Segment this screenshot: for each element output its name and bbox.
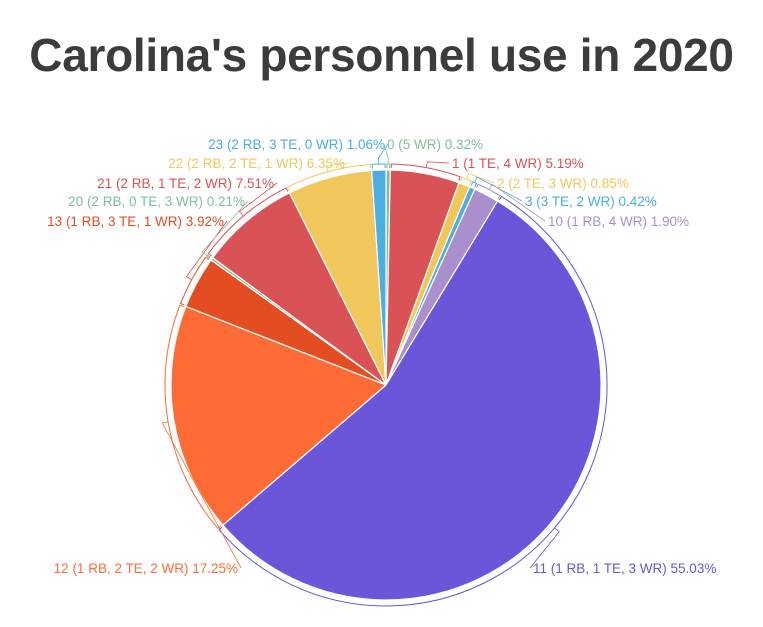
slice-label: 21 (2 RB, 1 TE, 2 WR) 7.51% [97, 176, 274, 191]
slice-label: 13 (1 RB, 3 TE, 1 WR) 3.92% [47, 214, 224, 229]
slice-leader [466, 173, 495, 184]
slice-label: 11 (1 RB, 1 TE, 3 WR) 55.03% [533, 561, 716, 576]
slice-leader [488, 183, 546, 222]
slice-label: 12 (1 RB, 2 TE, 2 WR) 17.25% [54, 561, 238, 576]
slice-bracket [179, 256, 210, 306]
slice-leader [325, 162, 349, 172]
slice-label: 20 (2 RB, 0 TE, 3 WR) 0.21% [68, 194, 245, 209]
slice-bracket [286, 164, 372, 191]
slice-leader [238, 182, 278, 217]
pie-slice [211, 192, 387, 386]
slice-leader [377, 143, 389, 165]
pie-slice [222, 200, 602, 601]
chart-title: Carolina's personnel use in 2020 [29, 29, 734, 81]
slice-label: 22 (2 RB, 2 TE, 1 WR) 6.35% [168, 156, 345, 171]
slice-bracket [207, 187, 289, 257]
slice-label: 3 (3 TE, 2 WR) 0.42% [525, 194, 657, 209]
slice-bracket [205, 254, 211, 259]
slice-leader [474, 176, 523, 202]
slice-label: 23 (2 RB, 3 TE, 0 WR) 1.06% [208, 137, 385, 152]
slice-label: 10 (1 RB, 4 WR) 1.90% [548, 214, 689, 229]
pie-slice [371, 169, 387, 386]
slice-leader [201, 200, 249, 256]
slice-label: 2 (2 TE, 3 WR) 0.85% [497, 176, 629, 191]
slice-bracket [371, 163, 386, 169]
slice-leader [529, 527, 560, 569]
slice-leader [383, 143, 389, 165]
slice-bracket [386, 163, 391, 169]
pie-slice [170, 305, 388, 526]
slice-leader [161, 421, 242, 569]
slice-bracket [470, 181, 478, 188]
slice-leader [425, 161, 450, 168]
slice-label: 1 (1 TE, 4 WR) 5.19% [452, 156, 584, 171]
slice-bracket [218, 195, 608, 607]
slice-label: 0 (5 WR) 0.32% [387, 137, 483, 152]
